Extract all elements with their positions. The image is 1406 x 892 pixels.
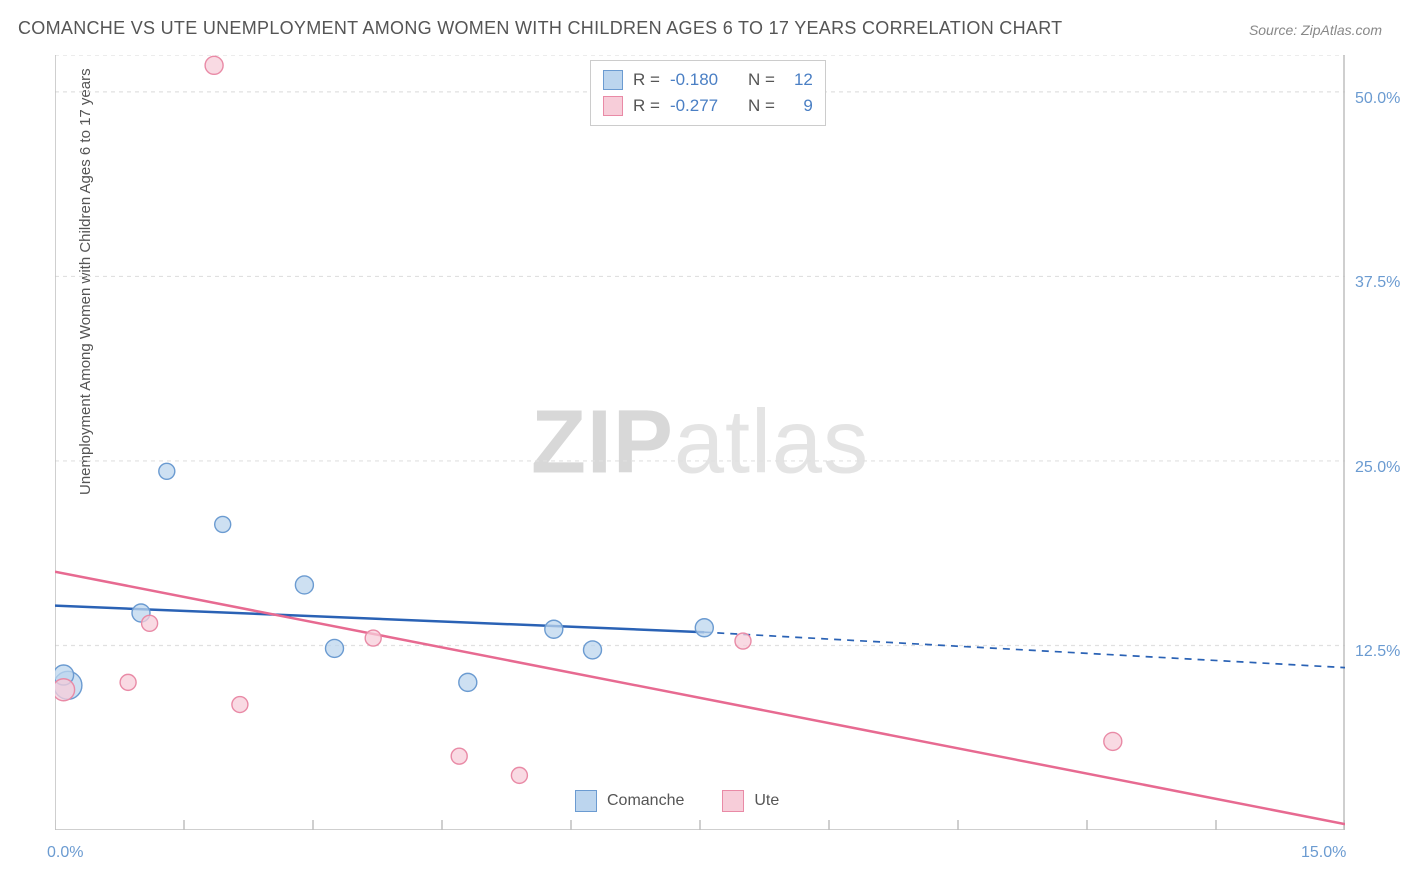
- legend-row: R = -0.277 N = 9: [603, 93, 813, 119]
- x-tick-label: 0.0%: [47, 844, 83, 862]
- r-value: -0.277: [670, 93, 732, 119]
- legend-swatch: [603, 96, 623, 116]
- n-label: N =: [748, 93, 775, 119]
- chart-area: Unemployment Among Women with Children A…: [55, 55, 1345, 830]
- y-tick-label: 50.0%: [1355, 90, 1400, 108]
- n-value: 9: [785, 93, 813, 119]
- legend-row: R = -0.180 N = 12: [603, 67, 813, 93]
- source-attribution: Source: ZipAtlas.com: [1249, 22, 1382, 38]
- correlation-legend: R = -0.180 N = 12 R = -0.277 N = 9: [590, 60, 826, 126]
- r-label: R =: [633, 93, 660, 119]
- legend-item: Ute: [722, 790, 779, 812]
- x-tick-label: 15.0%: [1301, 844, 1346, 862]
- legend-item: Comanche: [575, 790, 684, 812]
- n-value: 12: [785, 67, 813, 93]
- legend-swatch: [575, 790, 597, 812]
- chart-title: COMANCHE VS UTE UNEMPLOYMENT AMONG WOMEN…: [18, 18, 1062, 39]
- r-label: R =: [633, 67, 660, 93]
- y-tick-label: 12.5%: [1355, 643, 1400, 661]
- y-tick-label: 25.0%: [1355, 459, 1400, 477]
- legend-label: Comanche: [607, 792, 684, 810]
- scatter-plot: [55, 55, 1345, 830]
- r-value: -0.180: [670, 67, 732, 93]
- n-label: N =: [748, 67, 775, 93]
- y-tick-label: 37.5%: [1355, 274, 1400, 292]
- legend-label: Ute: [754, 792, 779, 810]
- legend-swatch: [722, 790, 744, 812]
- series-legend: Comanche Ute: [575, 790, 779, 812]
- legend-swatch: [603, 70, 623, 90]
